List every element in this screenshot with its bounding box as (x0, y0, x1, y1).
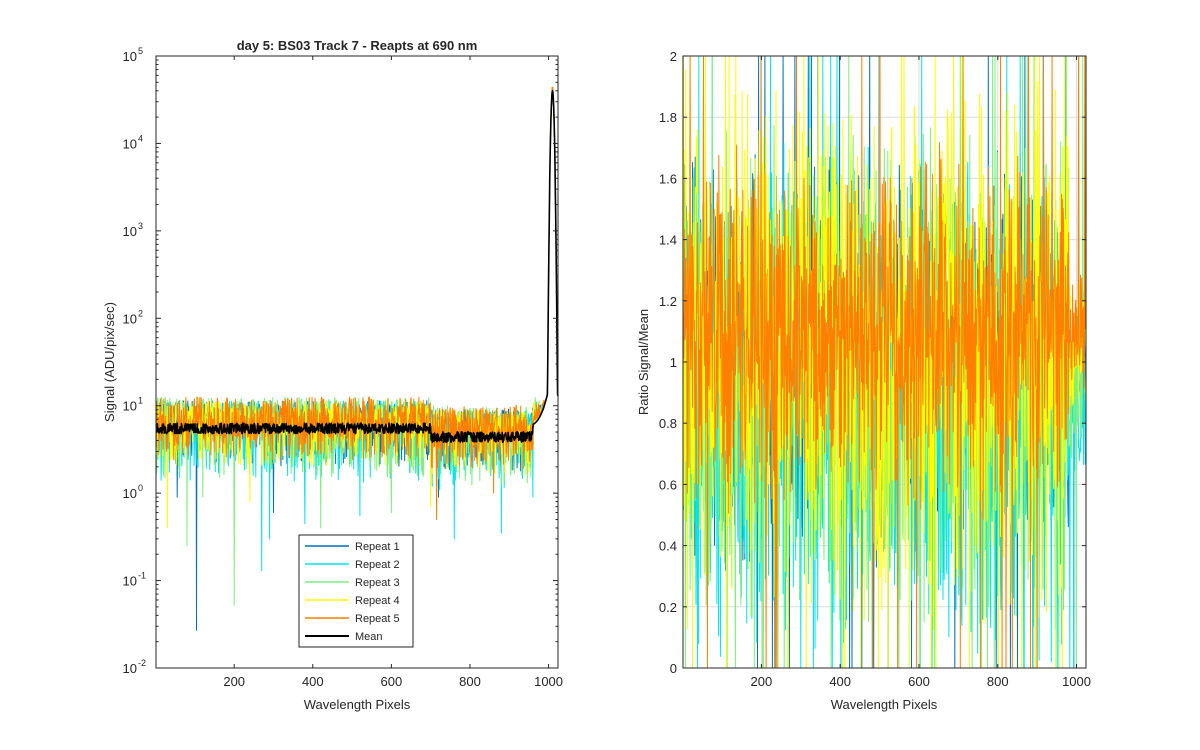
ratio-chart: 200 400 600 800 1000 0 0.2 0.4 0.6 0.8 1 1.2 1.4 1.6 1… (636, 49, 1091, 712)
signal-series-group (155, 86, 559, 631)
ratio-x-axis-label: Wavelength Pixels (831, 697, 938, 712)
signal-x-tick-label: 200 (223, 674, 245, 689)
signal-legend: Repeat 1 Repeat 2 Repeat 3 Repeat 4 Repeat 5… (298, 534, 414, 648)
ratio-y-tick-label: 1.4 (659, 233, 677, 248)
signal-legend-label: Repeat 5 (355, 613, 400, 625)
signal-legend-box (298, 534, 414, 648)
signal-y-tick-exponent: 5 (138, 46, 143, 56)
signal-x-tick-label: 1000 (534, 674, 563, 689)
signal-y-tick-label: 10 (123, 224, 137, 239)
ratio-axis-ticks: 200 400 600 800 1000 0 0.2 0.4 0.6 0.8 1 1.2 1.4 1.6 1… (659, 49, 1091, 689)
signal-y-tick-exponent: 0 (138, 483, 143, 493)
signal-y-tick-label: 10 (123, 574, 137, 589)
signal-y-tick-exponent: 1 (138, 396, 143, 406)
ratio-series-group (682, 55, 1087, 669)
signal-y-tick-exponent: 3 (138, 221, 143, 231)
signal-legend-label: Repeat 4 (355, 595, 400, 607)
ratio-y-tick-label: 1 (670, 355, 677, 370)
ratio-series-repeat-5 (682, 55, 1087, 669)
ratio-y-tick-label: 0.4 (659, 539, 677, 554)
signal-y-tick-exponent: 2 (138, 308, 143, 318)
ratio-y-axis-label: Ratio Signal/Mean (636, 309, 651, 415)
signal-x-tick-label: 400 (302, 674, 324, 689)
signal-x-tick-label: 800 (459, 674, 481, 689)
signal-y-tick-label: 10 (123, 661, 137, 676)
signal-legend-label: Repeat 1 (355, 541, 400, 553)
signal-y-tick-exponent: -2 (138, 658, 146, 668)
ratio-y-tick-label: 1.2 (659, 294, 677, 309)
ratio-x-tick-label: 800 (987, 674, 1009, 689)
ratio-x-tick-label: 600 (908, 674, 930, 689)
signal-y-tick-exponent: -1 (138, 571, 146, 581)
signal-x-tick-label: 600 (381, 674, 403, 689)
signal-y-axis-label: Signal (ADU/pix/sec) (102, 302, 117, 422)
signal-plot-frame (155, 55, 559, 669)
signal-y-tick-label: 10 (123, 311, 137, 326)
ratio-x-tick-label: 1000 (1062, 674, 1091, 689)
ratio-y-tick-label: 1.8 (659, 110, 677, 125)
ratio-y-tick-label: 0 (670, 661, 677, 676)
signal-series-mean (155, 90, 559, 443)
ratio-y-tick-label: 2 (670, 49, 677, 64)
signal-y-tick-label: 10 (123, 136, 137, 151)
signal-y-tick-label: 10 (123, 486, 137, 501)
signal-x-axis-label: Wavelength Pixels (304, 697, 411, 712)
signal-legend-label: Mean (355, 631, 383, 643)
ratio-y-tick-label: 1.6 (659, 171, 677, 186)
signal-y-tick-exponent: 4 (138, 133, 143, 143)
ratio-x-tick-label: 400 (829, 674, 851, 689)
signal-legend-label: Repeat 3 (355, 577, 400, 589)
ratio-x-tick-label: 200 (751, 674, 773, 689)
signal-y-tick-label: 10 (123, 49, 137, 64)
signal-legend-label: Repeat 2 (355, 559, 400, 571)
ratio-y-tick-label: 0.8 (659, 416, 677, 431)
signal-y-tick-label: 10 (123, 399, 137, 414)
signal-chart-title: day 5: BS03 Track 7 - Reapts at 690 nm (237, 38, 478, 53)
ratio-y-tick-label: 0.2 (659, 600, 677, 615)
ratio-y-tick-label: 0.6 (659, 477, 677, 492)
